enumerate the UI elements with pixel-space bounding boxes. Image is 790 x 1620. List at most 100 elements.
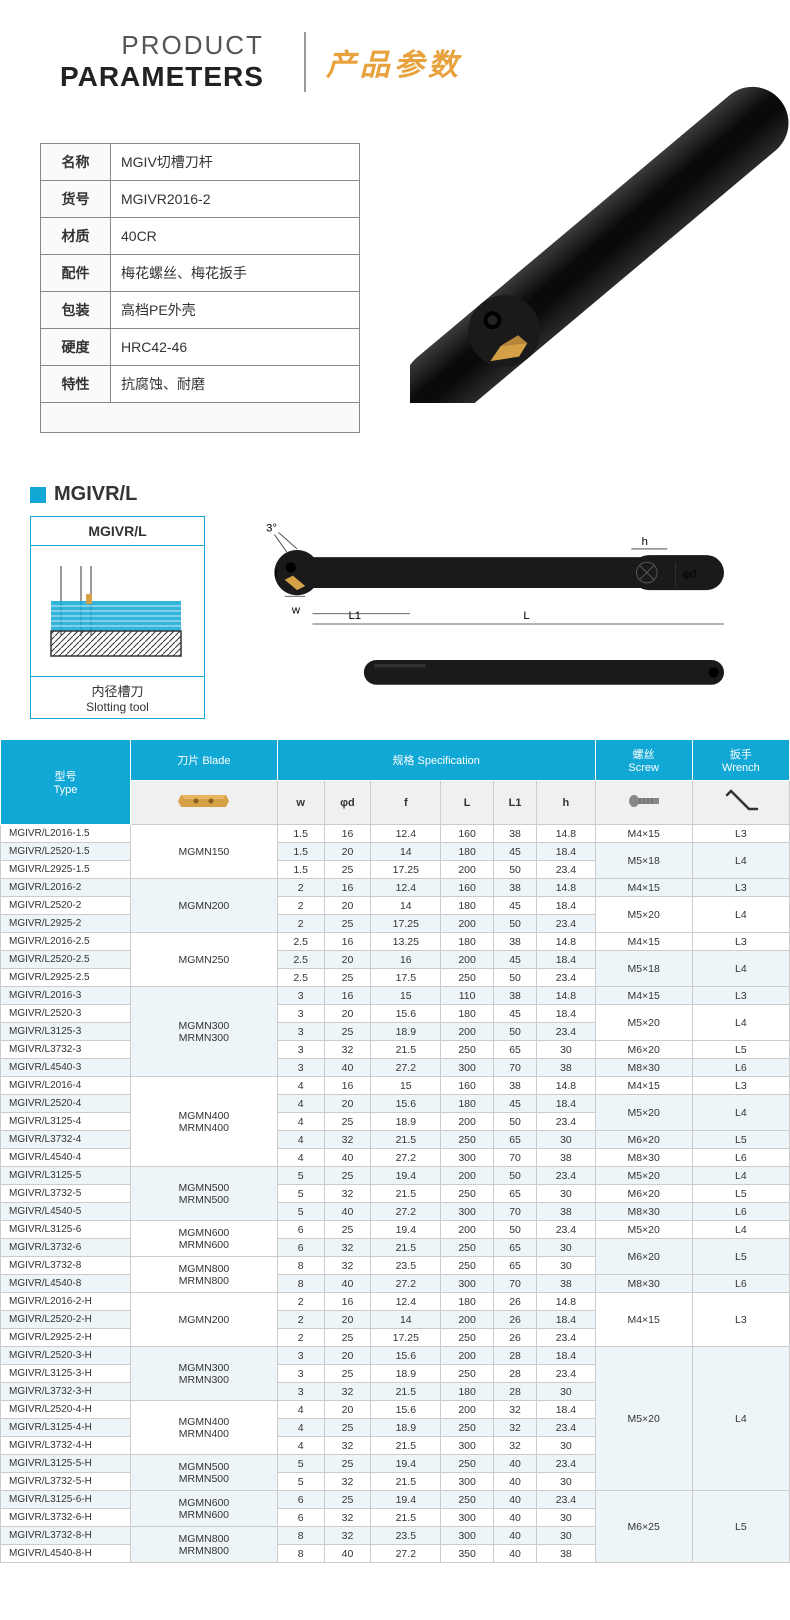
cell-w: 8 — [277, 1545, 324, 1563]
cell-w: 2 — [277, 1311, 324, 1329]
svg-text:L1: L1 — [348, 610, 361, 622]
cell-screw: M6×20 — [595, 1131, 692, 1149]
cell-w: 2 — [277, 1293, 324, 1311]
spec-row: MGIVR/L2520-3-HMGMN300MRMN30032015.62002… — [1, 1347, 790, 1365]
info-row: 货号MGIVR2016-2 — [41, 181, 360, 218]
cell-L1: 45 — [493, 951, 536, 969]
cell-blade: MGMN400MRMN400 — [131, 1077, 278, 1167]
cell-blade: MGMN600MRMN600 — [131, 1491, 278, 1527]
spec-row: MGIVR/L3125-5MGMN500MRMN50052519.4200502… — [1, 1167, 790, 1185]
col-screw: 螺丝Screw — [595, 740, 692, 781]
cell-w: 4 — [277, 1095, 324, 1113]
svg-text:φd: φd — [683, 569, 697, 581]
cell-d: 16 — [324, 879, 371, 897]
cell-L1: 28 — [493, 1365, 536, 1383]
cell-h: 18.4 — [537, 1401, 595, 1419]
cell-w: 6 — [277, 1221, 324, 1239]
cell-L1: 50 — [493, 861, 536, 879]
cell-L1: 38 — [493, 1077, 536, 1095]
cell-w: 4 — [277, 1419, 324, 1437]
cell-f: 27.2 — [371, 1059, 441, 1077]
cell-screw: M6×25 — [595, 1491, 692, 1563]
info-value: 梅花螺丝、梅花扳手 — [111, 255, 360, 292]
cell-d: 32 — [324, 1509, 371, 1527]
cell-wrench: L6 — [692, 1149, 789, 1167]
cell-screw: M5×20 — [595, 1095, 692, 1131]
cell-L1: 65 — [493, 1131, 536, 1149]
cell-d: 25 — [324, 1167, 371, 1185]
cell-screw: M4×15 — [595, 987, 692, 1005]
cell-h: 18.4 — [537, 843, 595, 861]
cell-L1: 70 — [493, 1203, 536, 1221]
cell-d: 32 — [324, 1185, 371, 1203]
tool-bar-illustration — [410, 83, 790, 403]
cell-d: 20 — [324, 951, 371, 969]
cell-f: 15 — [371, 1077, 441, 1095]
cell-w: 5 — [277, 1455, 324, 1473]
cell-screw: M5×20 — [595, 1167, 692, 1185]
cell-L1: 38 — [493, 879, 536, 897]
info-row: 包装高档PE外壳 — [41, 292, 360, 329]
cell-f: 21.5 — [371, 1509, 441, 1527]
cell-w: 1.5 — [277, 843, 324, 861]
cell-h: 30 — [537, 1383, 595, 1401]
cell-h: 30 — [537, 1131, 595, 1149]
cell-L1: 40 — [493, 1545, 536, 1563]
cell-blade: MGMN250 — [131, 933, 278, 987]
cell-wrench: L5 — [692, 1185, 789, 1203]
cell-wrench: L4 — [692, 843, 789, 879]
header-en-line1: PRODUCT — [60, 30, 264, 61]
cell-wrench: L3 — [692, 933, 789, 951]
cell-h: 30 — [537, 1437, 595, 1455]
cell-L1: 50 — [493, 915, 536, 933]
cell-L: 300 — [441, 1203, 494, 1221]
cell-w: 3 — [277, 1041, 324, 1059]
cell-screw: M6×20 — [595, 1041, 692, 1059]
cell-h: 23.4 — [537, 1113, 595, 1131]
cell-w: 2 — [277, 1329, 324, 1347]
cell-L: 110 — [441, 987, 494, 1005]
cell-w: 5 — [277, 1473, 324, 1491]
cell-blade: MGMN200 — [131, 1293, 278, 1347]
cell-L1: 38 — [493, 933, 536, 951]
cell-L1: 70 — [493, 1059, 536, 1077]
cell-L1: 26 — [493, 1293, 536, 1311]
cell-L1: 45 — [493, 897, 536, 915]
cell-L1: 40 — [493, 1509, 536, 1527]
cell-wrench: L3 — [692, 1077, 789, 1095]
cell-f: 13.25 — [371, 933, 441, 951]
cell-L: 180 — [441, 1095, 494, 1113]
spec-row: MGIVR/L2016-1.5MGMN1501.51612.41603814.8… — [1, 825, 790, 843]
cell-blade: MGMN500MRMN500 — [131, 1455, 278, 1491]
cell-type: MGIVR/L2016-2.5 — [1, 933, 131, 951]
cell-f: 21.5 — [371, 1131, 441, 1149]
cell-type: MGIVR/L2520-3-H — [1, 1347, 131, 1365]
cell-blade: MGMN800MRMN800 — [131, 1257, 278, 1293]
cell-L: 160 — [441, 879, 494, 897]
cell-h: 14.8 — [537, 1077, 595, 1095]
diagram-box-footer: 内径槽刀 Slotting tool — [31, 676, 204, 718]
cell-L: 250 — [441, 1419, 494, 1437]
cell-L1: 50 — [493, 1023, 536, 1041]
cell-L: 200 — [441, 861, 494, 879]
cell-L: 300 — [441, 1473, 494, 1491]
cell-type: MGIVR/L3732-5 — [1, 1185, 131, 1203]
cell-f: 19.4 — [371, 1455, 441, 1473]
spec-row: MGIVR/L4540-554027.23007038M8×30L6 — [1, 1203, 790, 1221]
cell-h: 23.4 — [537, 915, 595, 933]
cell-type: MGIVR/L3125-4-H — [1, 1419, 131, 1437]
cell-wrench: L3 — [692, 879, 789, 897]
cell-screw: M6×20 — [595, 1239, 692, 1275]
cell-type: MGIVR/L2520-2-H — [1, 1311, 131, 1329]
diagram-box-body — [31, 546, 204, 676]
cell-type: MGIVR/L2520-4 — [1, 1095, 131, 1113]
cell-w: 2 — [277, 879, 324, 897]
cell-w: 2 — [277, 915, 324, 933]
info-label: 特性 — [41, 366, 111, 403]
cell-h: 23.4 — [537, 1329, 595, 1347]
cell-h: 23.4 — [537, 1023, 595, 1041]
cell-h: 23.4 — [537, 969, 595, 987]
cell-f: 18.9 — [371, 1365, 441, 1383]
cell-d: 32 — [324, 1131, 371, 1149]
cell-L: 250 — [441, 1491, 494, 1509]
